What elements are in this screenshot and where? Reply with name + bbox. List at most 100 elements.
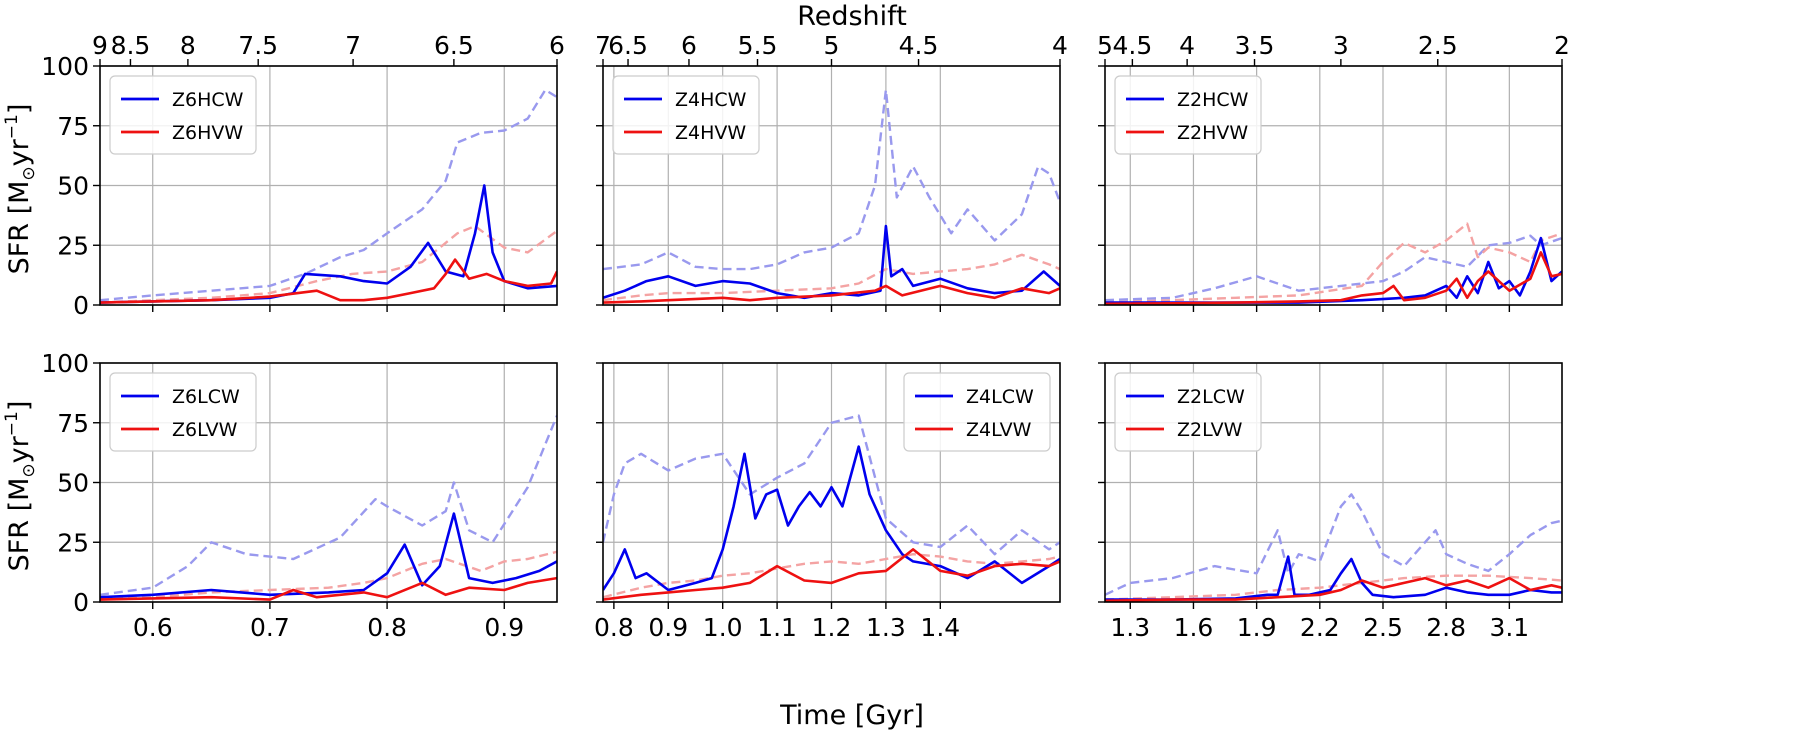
legend-label: Z4HVW: [675, 122, 746, 144]
legend-label: Z4HCW: [675, 89, 747, 111]
legend-label: Z6LCW: [172, 386, 240, 408]
series-line-z6hvw: [100, 258, 557, 304]
legend-box: [903, 372, 1051, 452]
x-tick-label: 2.2: [1300, 613, 1340, 642]
series-line-z2hvw-faded: [1105, 222, 1562, 304]
x-tick-label: 1.6: [1174, 613, 1214, 642]
x-axis-title: Time [Gyr]: [779, 700, 924, 731]
y-tick-label: 100: [41, 52, 89, 81]
x-tick-label: 0.7: [250, 613, 290, 642]
redshift-tick-label: 8: [180, 31, 196, 60]
redshift-tick-label: 6.5: [434, 31, 474, 60]
panel-4: 0.8 0.9 1.0 1.1 1.2 1.3 1.4 Z4LCW Z4LVW: [594, 362, 1061, 642]
redshift-tick-label: 2: [1554, 31, 1570, 60]
y-axis-title-unit: yr: [4, 435, 35, 463]
x-tick-label: 1.4: [920, 613, 960, 642]
legend-box: [109, 75, 257, 155]
y-tick-label: 50: [57, 172, 89, 201]
series-layer: [100, 415, 557, 601]
legend-label: Z6HVW: [172, 122, 243, 144]
series-line-z4lcw-faded: [603, 414, 1060, 556]
y-tick-label: 75: [57, 112, 89, 141]
panel-1: 76.5 6 5.5 5 4.5 4 Z4HCW Z4HVW: [595, 31, 1068, 312]
y-axis-title-bottom: SFR [M⊙yr−1]: [2, 401, 39, 572]
x-tick-label: 0.8: [594, 613, 634, 642]
series-layer: [603, 88, 1060, 304]
series-line-z4hcw-faded: [603, 88, 1060, 271]
legend: Z6HCW Z6HVW: [109, 75, 257, 155]
y-tick-label: 0: [73, 588, 89, 617]
y-axis-title-sun: ⊙: [19, 166, 39, 180]
series-line-z2hcw: [1105, 236, 1562, 304]
y-axis-title-top: SFR [M⊙yr−1]: [2, 104, 39, 275]
redshift-tick-label: 6.5: [608, 31, 648, 60]
x-tick-label: 1.3: [866, 613, 906, 642]
series-layer: [100, 88, 557, 304]
legend-box: [1114, 372, 1262, 452]
legend-label: Z6LVW: [172, 419, 238, 441]
y-tick-label: 50: [57, 469, 89, 498]
redshift-tick-label: 3.5: [1235, 31, 1275, 60]
legend-label: Z6HCW: [172, 89, 244, 111]
x-tick-label: 1.2: [812, 613, 852, 642]
series-line-z2hvw: [1105, 251, 1562, 305]
y-axis-title-main: SFR [M: [4, 478, 35, 572]
series-line-z2lvw: [1105, 576, 1562, 602]
x-tick-label: 0.9: [648, 613, 688, 642]
redshift-tick-label: 7.5: [238, 31, 278, 60]
y-tick-label: 25: [57, 231, 89, 260]
series-line-z2lcw: [1105, 555, 1562, 601]
y-axis-title-exp: −1: [2, 114, 22, 139]
series-line-z6lcw-faded: [100, 415, 557, 596]
redshift-tick-label: 9: [92, 31, 108, 60]
series-line-z6lvw-faded: [100, 550, 557, 601]
x-tick-label: 0.9: [484, 613, 524, 642]
redshift-tick-label: 2.5: [1418, 31, 1458, 60]
legend-box: [612, 75, 760, 155]
panel-5: 1.3 1.6 1.9 2.2 2.5 2.8 3.1 Z2LCW Z2LVW: [1098, 362, 1563, 642]
series-line-z4hcw: [603, 224, 1060, 300]
series-line-z6lvw: [100, 576, 557, 601]
x-tick-label: 1.9: [1237, 613, 1277, 642]
legend-label: Z2HCW: [1177, 89, 1249, 111]
series-line-z6hcw: [100, 184, 557, 304]
redshift-tick-label: 7: [595, 31, 611, 60]
series-line-z6hvw-faded: [100, 224, 557, 304]
y-tick-label: 100: [41, 349, 89, 378]
legend: Z4LCW Z4LVW: [903, 372, 1051, 452]
redshift-tick-label: 6: [681, 31, 697, 60]
legend: Z4HCW Z4HVW: [612, 75, 760, 155]
series-layer: [603, 414, 1060, 601]
legend-box: [1114, 75, 1262, 155]
x-tick-label: 3.1: [1489, 613, 1529, 642]
panel-3: 0 25 50 75 100 0.6 0.7 0.8 0.9 Z6LCW Z6LVW: [41, 349, 558, 642]
redshift-tick-label: 5.5: [738, 31, 778, 60]
x-tick-label: 1.0: [703, 613, 743, 642]
redshift-tick-label: 7: [345, 31, 361, 60]
x-tick-label: 0.8: [367, 613, 407, 642]
y-axis-title-main: SFR [M: [4, 181, 35, 275]
series-layer: [1105, 222, 1562, 305]
y-tick-label: 25: [57, 528, 89, 557]
y-tick-label: 75: [57, 409, 89, 438]
x-tick-label: 0.6: [133, 613, 173, 642]
legend-label: Z4LCW: [966, 386, 1034, 408]
series-line-z4lcw: [603, 445, 1060, 592]
series-line-z6lcw: [100, 512, 557, 599]
redshift-tick-label: 4: [1052, 31, 1068, 60]
x-tick-label: 2.8: [1426, 613, 1466, 642]
y-axis-title-unit: yr: [4, 138, 35, 166]
legend: Z2LCW Z2LVW: [1114, 372, 1262, 452]
redshift-tick-label: 4.5: [1112, 31, 1152, 60]
legend-box: [109, 372, 257, 452]
legend-label: Z2LVW: [1177, 419, 1243, 441]
series-line-z6hcw-faded: [100, 88, 557, 302]
series-line-z2lcw-faded: [1105, 493, 1562, 596]
redshift-tick-label: 8.5: [111, 31, 151, 60]
series-line-z4hvw: [603, 284, 1060, 304]
x-tick-label: 2.5: [1363, 613, 1403, 642]
series-line-z4hvw-faded: [603, 253, 1060, 302]
